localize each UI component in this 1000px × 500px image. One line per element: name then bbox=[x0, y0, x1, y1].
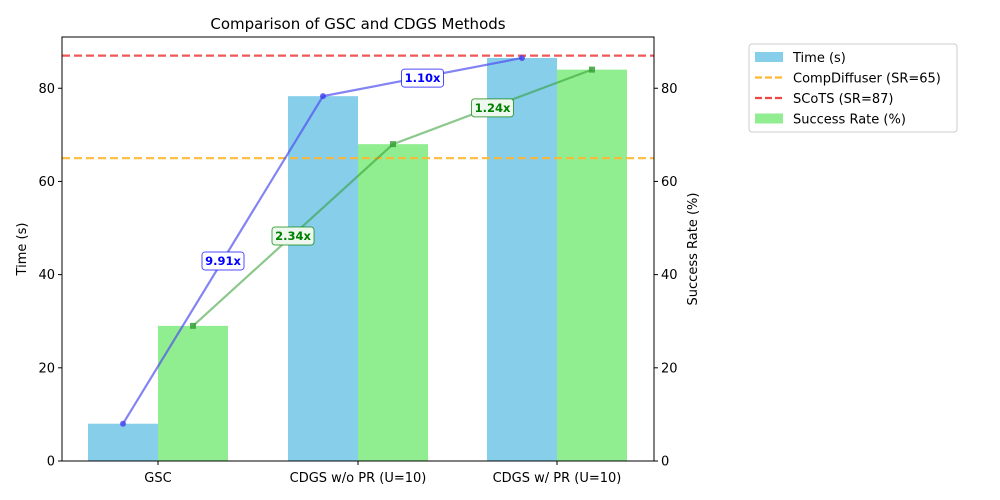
plot-frame bbox=[61, 36, 655, 462]
annotation-box-1 bbox=[401, 68, 444, 88]
bar-time-1 bbox=[288, 96, 358, 461]
y-axis-right-label: Success Rate (%) bbox=[686, 193, 701, 306]
legend-frame bbox=[748, 43, 958, 133]
bar-success-rate-2 bbox=[557, 69, 627, 461]
legend-label-0: Time (s) bbox=[792, 51, 846, 66]
time-point-0 bbox=[120, 420, 126, 427]
chart-title: Comparison of GSC and CDGS Methods bbox=[210, 15, 505, 33]
y-right-tick-label-4: 80 bbox=[661, 82, 678, 97]
y-right-tick-label-3: 60 bbox=[661, 175, 678, 190]
bar-success-rate-1 bbox=[358, 144, 428, 461]
y-left-tick-label-1: 20 bbox=[38, 361, 55, 376]
y-right-tick-label-2: 40 bbox=[661, 268, 678, 283]
legend: Time (s) CompDiffuser (SR=65) SCoTS (SR=87… bbox=[748, 43, 958, 133]
legend-swatch-3 bbox=[755, 113, 783, 124]
y-left-tick-label-2: 40 bbox=[38, 268, 55, 283]
bar-time-2 bbox=[487, 57, 557, 461]
success-rate-point-2 bbox=[589, 66, 595, 73]
annotation-box-0 bbox=[201, 251, 245, 271]
x-tick-label-1: CDGS w/o PR (U=10) bbox=[290, 471, 427, 486]
success-rate-point-0 bbox=[190, 322, 196, 329]
bar-time-0 bbox=[88, 423, 158, 461]
x-tick-label-0: GSC bbox=[144, 471, 171, 486]
y-left-tick-label-3: 60 bbox=[38, 175, 55, 190]
annotation-label-3: 1.24x bbox=[475, 101, 511, 115]
y-axis-left-label: Time (s) bbox=[15, 223, 30, 277]
time-point-1 bbox=[320, 93, 326, 100]
x-tick-label-2: CDGS w/ PR (U=10) bbox=[493, 471, 622, 486]
success-rate-point-1 bbox=[390, 141, 396, 148]
legend-swatch-0 bbox=[755, 52, 783, 62]
legend-label-2: SCoTS (SR=87) bbox=[793, 92, 893, 107]
time-point-2 bbox=[519, 54, 525, 61]
y-left-tick-label-0: 0 bbox=[47, 455, 55, 470]
y-left-tick-label-4: 80 bbox=[38, 82, 55, 97]
legend-label-3: Success Rate (%) bbox=[793, 113, 906, 128]
annotation-box-3 bbox=[471, 98, 514, 118]
bar-success-rate-0 bbox=[158, 325, 228, 461]
annotation-label-2: 2.34x bbox=[275, 229, 311, 243]
legend-label-1: CompDiffuser (SR=65) bbox=[793, 72, 941, 87]
y-right-tick-label-0: 0 bbox=[661, 455, 669, 470]
y-right-tick-label-1: 20 bbox=[661, 361, 678, 376]
annotation-box-2 bbox=[271, 226, 315, 246]
annotation-label-0: 9.91x bbox=[205, 254, 241, 268]
annotation-label-1: 1.10x bbox=[405, 71, 441, 85]
